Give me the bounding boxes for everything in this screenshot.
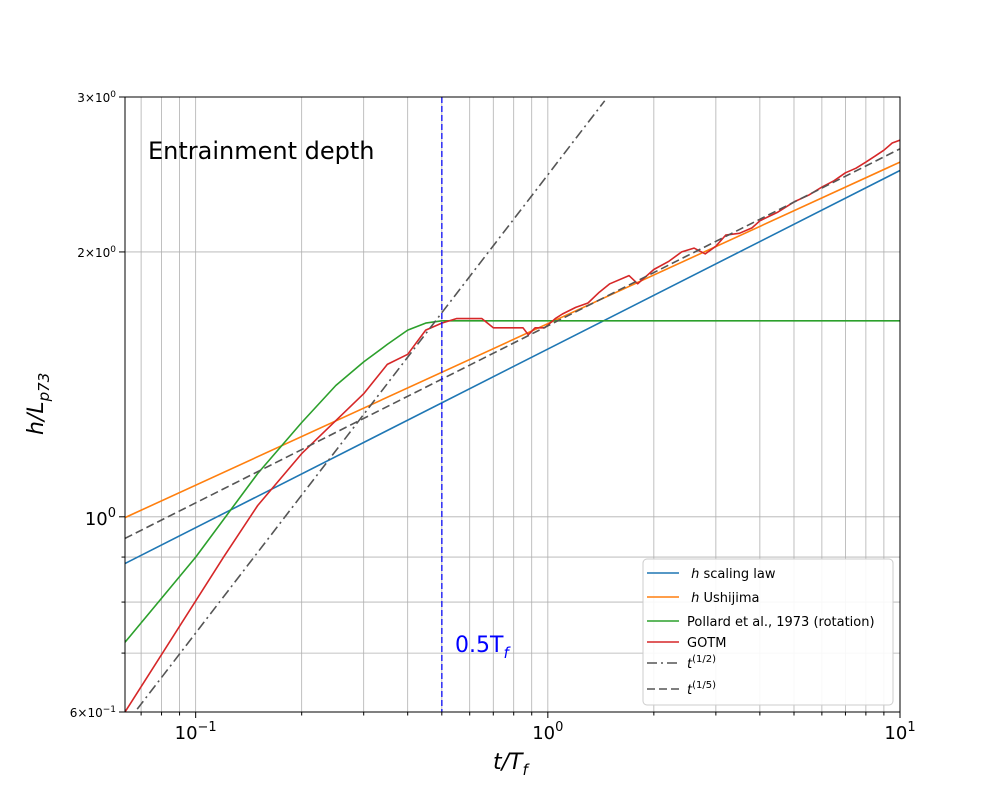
series-line-0 (125, 169, 900, 565)
x-axis-label: t/Tf (493, 750, 530, 779)
y-tick-label: 6×10−1 (70, 705, 116, 720)
x-tick-label: 100 (532, 720, 563, 744)
legend-box (642, 558, 894, 706)
series-group (125, 100, 900, 712)
legend-label-3: GOTM (687, 636, 726, 651)
y-tick-label: 2×100 (77, 245, 116, 260)
series-line-5 (125, 148, 900, 540)
series-line-3 (125, 139, 900, 712)
y-tick-label: 100 (85, 506, 116, 530)
legend-label-0: h scaling law (687, 567, 776, 582)
legend-label-2: Pollard et al., 1973 (rotation) (687, 615, 875, 630)
chart-annotation: Entrainment depth (148, 137, 375, 165)
vline-label: 0.5Tf (455, 633, 511, 662)
x-tick-label: 101 (884, 720, 915, 744)
legend-label-1: h Ushijima (687, 591, 760, 606)
y-axis-ticks: 3×100 2×100 100 6×10−1 (70, 90, 125, 720)
plot-frame (124, 96, 901, 713)
legend: h scaling law h Ushijima Pollard et al., … (642, 558, 894, 706)
x-axis-ticks: 10−1 100 101 (140, 712, 916, 744)
x-tick-label: 10−1 (175, 720, 217, 744)
y-axis-label: h/Lp73 (24, 373, 53, 435)
legend-label-4: t(1/2) (687, 654, 716, 672)
series-line-2 (125, 319, 900, 643)
series-line-1 (125, 161, 900, 519)
y-tick-label: 3×100 (77, 90, 116, 105)
legend-label-5: t(1/5) (687, 680, 716, 698)
